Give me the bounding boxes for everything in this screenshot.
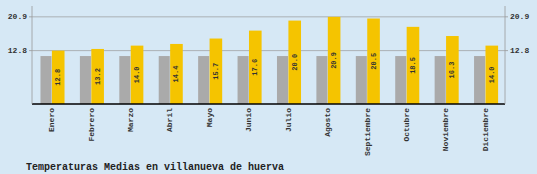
data-label: 15.7: [212, 63, 220, 80]
x-tick-label: Mayo: [205, 108, 214, 127]
bar-yellow: [288, 21, 301, 104]
background: [0, 0, 537, 174]
x-tick-label: Marzo: [126, 108, 135, 132]
bar-gray: [474, 56, 485, 104]
bar-gray: [356, 56, 367, 104]
y2-tick-label: 20.9: [510, 12, 529, 21]
y-tick-label: 12.8: [8, 46, 27, 55]
data-label: 13.2: [94, 68, 102, 85]
bar-yellow: [91, 49, 104, 104]
data-label: 20.9: [330, 52, 338, 69]
y-tick: [29, 50, 32, 51]
data-label: 14.4: [172, 66, 180, 83]
x-tick-label: Julio: [284, 108, 293, 132]
bar-yellow: [170, 44, 183, 104]
bar-gray: [198, 56, 209, 104]
data-label: 17.6: [251, 59, 259, 76]
bar-yellow: [485, 46, 498, 104]
x-tick-label: Septiembre: [363, 108, 372, 156]
x-tick-label: Enero: [47, 108, 56, 132]
bar-yellow: [367, 19, 380, 104]
x-tick-label: Diciembre: [481, 108, 490, 151]
bar-gray: [80, 56, 91, 104]
bar-gray: [395, 56, 406, 104]
bar-yellow: [249, 31, 262, 104]
bar-yellow: [407, 27, 420, 104]
bar-yellow: [210, 39, 223, 104]
x-tick-label: Octubre: [402, 108, 411, 142]
bars: [40, 17, 498, 104]
x-tick-label: Junio: [244, 108, 253, 132]
x-tick-label: Agosto: [323, 108, 332, 137]
data-label: 12.8: [54, 69, 62, 86]
x-tick-label: Abril: [165, 108, 174, 132]
y2-tick: [505, 50, 508, 51]
x-tick-label: Noviembre: [441, 108, 450, 151]
data-label: 20.0: [291, 54, 299, 71]
bar-yellow: [446, 36, 459, 104]
data-label: 20.5: [370, 53, 378, 70]
title: Temperaturas Medias en villanueva de hue…: [26, 162, 284, 173]
bar-gray: [40, 56, 51, 104]
y2-tick-label: 12.8: [510, 46, 529, 55]
y-axis-line: [32, 6, 33, 104]
bar-gray: [119, 56, 130, 104]
bar-yellow: [131, 46, 144, 104]
bar-gray: [435, 56, 446, 104]
y2-axis-line: [505, 6, 506, 104]
bar-gray: [159, 56, 170, 104]
y-tick-label: 20.9: [8, 12, 27, 21]
data-label: 14.0: [488, 66, 496, 83]
bar-gray: [277, 56, 288, 104]
y2-tick: [505, 16, 508, 17]
bar-yellow: [328, 17, 341, 104]
x-tick-label: Febrero: [87, 108, 96, 142]
bar-gray: [316, 56, 327, 104]
bar-gray: [238, 56, 249, 104]
grid-line: [32, 16, 505, 17]
baseline: [32, 103, 505, 105]
y-tick: [29, 16, 32, 17]
data-label: 14.0: [133, 66, 141, 83]
bar-yellow: [52, 51, 65, 104]
data-label: 16.3: [448, 62, 456, 79]
data-label: 18.5: [409, 57, 417, 74]
